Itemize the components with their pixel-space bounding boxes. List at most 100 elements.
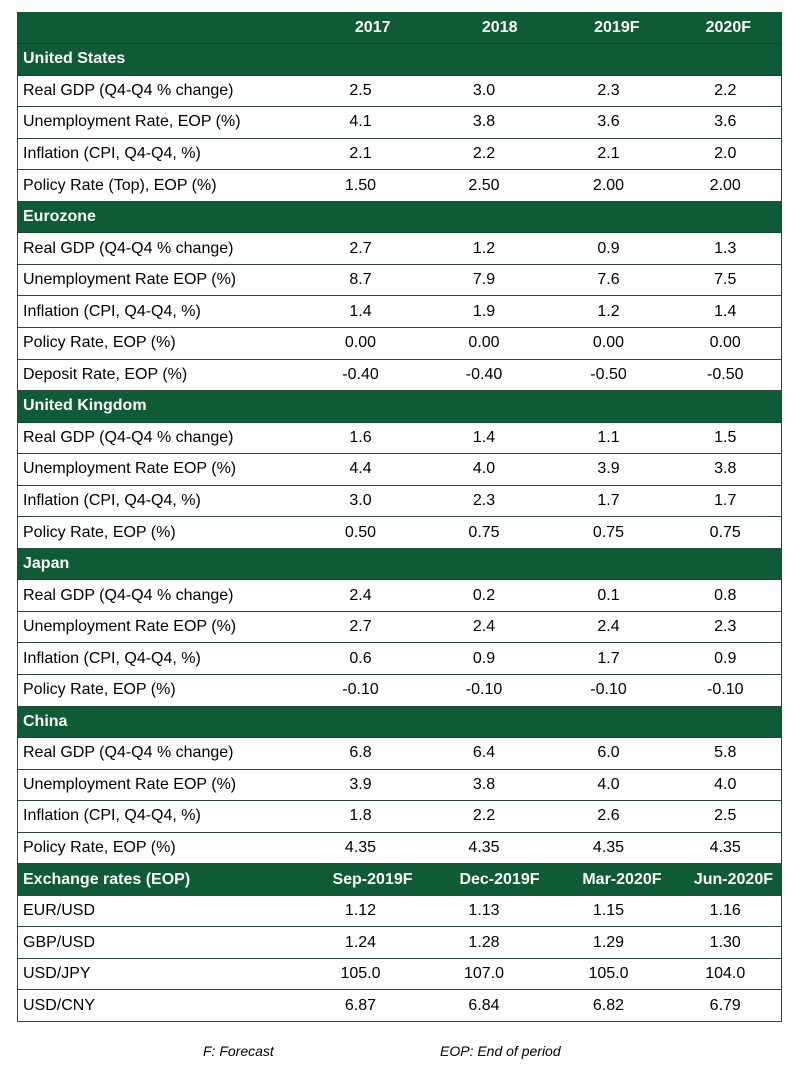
section-title: United Kingdom (17, 390, 782, 423)
table-row: Real GDP (Q4-Q4 % change) 6.8 6.4 6.0 5.… (17, 737, 782, 770)
cell-value: 6.79 (669, 989, 782, 1022)
cell-value: 2.6 (547, 800, 670, 833)
table-row: Policy Rate, EOP (%) 0.00 0.00 0.00 0.00 (17, 327, 782, 360)
cell-value: 0.00 (420, 327, 548, 360)
table-row: Policy Rate, EOP (%) 4.35 4.35 4.35 4.35 (17, 832, 782, 865)
table-row: USD/CNY 6.87 6.84 6.82 6.79 (17, 989, 782, 1022)
row-label: Policy Rate, EOP (%) (17, 832, 301, 865)
cell-value: 4.0 (669, 769, 782, 802)
currency-pair-label: USD/JPY (17, 958, 301, 991)
cell-value: 0.1 (547, 579, 670, 612)
cell-value: 1.9 (420, 295, 548, 328)
cell-value: 0.2 (420, 579, 548, 612)
table-row: Inflation (CPI, Q4-Q4, %) 1.4 1.9 1.2 1.… (17, 295, 782, 328)
table-row: Inflation (CPI, Q4-Q4, %) 2.1 2.2 2.1 2.… (17, 138, 782, 171)
row-label: Real GDP (Q4-Q4 % change) (17, 737, 301, 770)
cell-value: 0.00 (547, 327, 670, 360)
cell-value: 4.35 (420, 832, 548, 865)
cell-value: 105.0 (300, 958, 421, 991)
table-row: Policy Rate (Top), EOP (%) 1.50 2.50 2.0… (17, 169, 782, 202)
header-date: Mar-2020F (547, 863, 670, 896)
row-label: Unemployment Rate, EOP (%) (17, 106, 301, 139)
cell-value: 2.4 (547, 611, 670, 644)
currency-pair-label: EUR/USD (17, 895, 301, 928)
cell-value: -0.40 (300, 359, 421, 392)
cell-value: 4.1 (300, 106, 421, 139)
cell-value: 1.29 (547, 926, 670, 959)
cell-value: 0.9 (669, 642, 782, 675)
header-date: Dec-2019F (420, 863, 548, 896)
section-header-china: China (17, 706, 782, 739)
row-label: Inflation (CPI, Q4-Q4, %) (17, 642, 301, 675)
cell-value: 1.4 (300, 295, 421, 328)
table-row: Unemployment Rate EOP (%) 2.7 2.4 2.4 2.… (17, 611, 782, 644)
cell-value: 1.7 (547, 642, 670, 675)
cell-value: 1.12 (300, 895, 421, 928)
forecast-table-wrapper: 2017 2018 2019F 2020F United States Real… (17, 12, 782, 1022)
header-date: Sep-2019F (300, 863, 421, 896)
header-year-2017: 2017 (300, 12, 421, 45)
cell-value: 1.4 (669, 295, 782, 328)
row-label: Unemployment Rate EOP (%) (17, 769, 301, 802)
cell-value: -0.40 (420, 359, 548, 392)
table-row: Real GDP (Q4-Q4 % change) 2.4 0.2 0.1 0.… (17, 579, 782, 612)
cell-value: 2.0 (669, 138, 782, 171)
cell-value: 2.5 (669, 800, 782, 833)
cell-value: 1.50 (300, 169, 421, 202)
cell-value: 2.00 (547, 169, 670, 202)
cell-value: 3.8 (420, 769, 548, 802)
cell-value: -0.10 (669, 674, 782, 707)
cell-value: 2.2 (420, 138, 548, 171)
cell-value: 1.7 (547, 485, 670, 518)
header-corner-cell (17, 12, 301, 45)
cell-value: 2.5 (300, 75, 421, 108)
cell-value: 2.7 (300, 232, 421, 265)
section-header-eurozone: Eurozone (17, 201, 782, 234)
currency-pair-label: GBP/USD (17, 926, 301, 959)
row-label: Real GDP (Q4-Q4 % change) (17, 232, 301, 265)
table-row: EUR/USD 1.12 1.13 1.15 1.16 (17, 895, 782, 928)
cell-value: -0.10 (547, 674, 670, 707)
cell-value: 1.30 (669, 926, 782, 959)
cell-value: -0.10 (300, 674, 421, 707)
cell-value: 1.8 (300, 800, 421, 833)
economic-forecast-table: 2017 2018 2019F 2020F United States Real… (17, 12, 782, 1022)
year-header-row: 2017 2018 2019F 2020F (17, 12, 782, 45)
header-year-2018: 2018 (420, 12, 548, 45)
cell-value: 1.15 (547, 895, 670, 928)
row-label: Real GDP (Q4-Q4 % change) (17, 75, 301, 108)
table-row: Real GDP (Q4-Q4 % change) 2.5 3.0 2.3 2.… (17, 75, 782, 108)
cell-value: 105.0 (547, 958, 670, 991)
cell-value: 3.6 (547, 106, 670, 139)
cell-value: 2.3 (669, 611, 782, 644)
cell-value: 0.75 (420, 516, 548, 549)
row-label: Policy Rate, EOP (%) (17, 327, 301, 360)
cell-value: 2.3 (420, 485, 548, 518)
exchange-rates-header-row: Exchange rates (EOP) Sep-2019F Dec-2019F… (17, 863, 782, 896)
table-row: Inflation (CPI, Q4-Q4, %) 3.0 2.3 1.7 1.… (17, 485, 782, 518)
cell-value: 104.0 (669, 958, 782, 991)
cell-value: 8.7 (300, 264, 421, 297)
cell-value: 0.50 (300, 516, 421, 549)
currency-pair-label: USD/CNY (17, 989, 301, 1022)
section-title: China (17, 706, 782, 739)
cell-value: 0.9 (420, 642, 548, 675)
cell-value: 5.8 (669, 737, 782, 770)
cell-value: 2.3 (547, 75, 670, 108)
cell-value: 2.2 (669, 75, 782, 108)
cell-value: 2.1 (300, 138, 421, 171)
cell-value: 3.6 (669, 106, 782, 139)
table-row: Real GDP (Q4-Q4 % change) 2.7 1.2 0.9 1.… (17, 232, 782, 265)
footnotes: F: Forecast EOP: End of period (0, 1043, 800, 1063)
header-date: Jun-2020F (669, 863, 782, 896)
row-label: Unemployment Rate EOP (%) (17, 611, 301, 644)
cell-value: 0.00 (669, 327, 782, 360)
section-header-uk: United Kingdom (17, 390, 782, 423)
cell-value: 0.75 (547, 516, 670, 549)
cell-value: 107.0 (420, 958, 548, 991)
table-row: Inflation (CPI, Q4-Q4, %) 1.8 2.2 2.6 2.… (17, 800, 782, 833)
table-row: Unemployment Rate EOP (%) 8.7 7.9 7.6 7.… (17, 264, 782, 297)
cell-value: -0.50 (669, 359, 782, 392)
cell-value: 1.28 (420, 926, 548, 959)
row-label: Inflation (CPI, Q4-Q4, %) (17, 295, 301, 328)
